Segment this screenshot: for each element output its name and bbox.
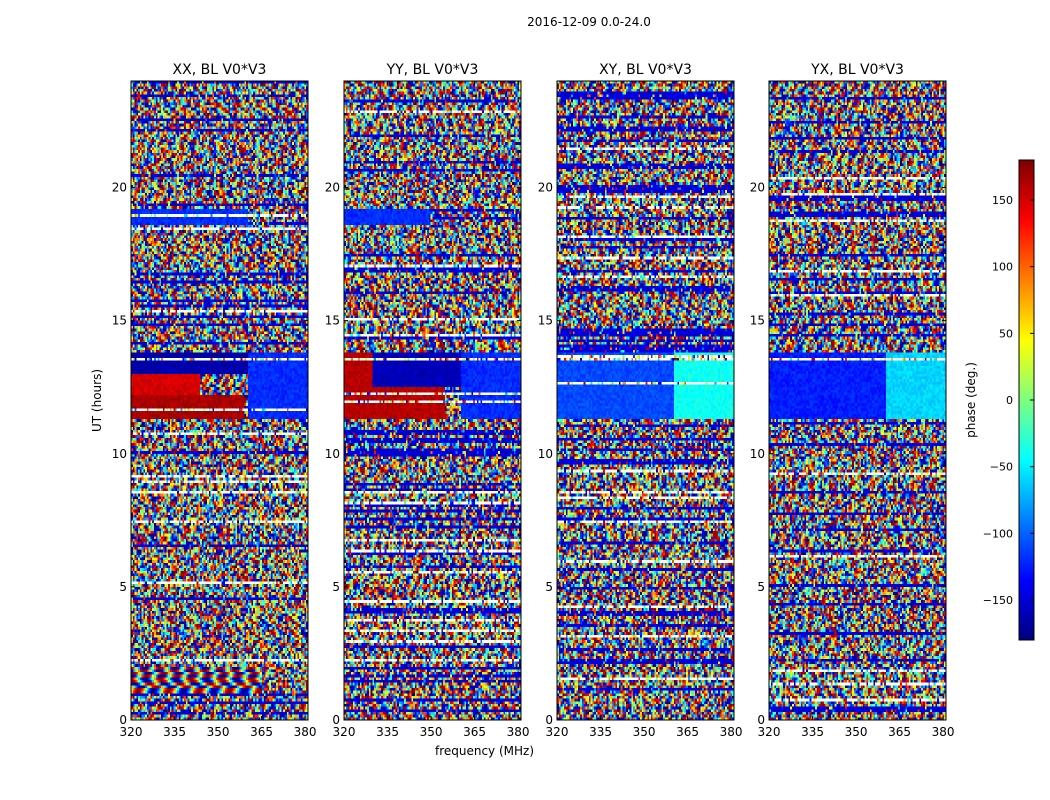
x-tick-label: 365 [676,725,699,739]
y-tick-label: 5 [119,580,127,594]
y-tick-label: 0 [545,713,553,727]
x-tick-label: 380 [507,725,530,739]
heatmap-image [557,81,734,720]
panel-title: XX, BL V0*V3 [173,62,267,78]
colorbar-tick-label: −50 [990,461,1013,474]
colorbar-tick-label: −100 [983,527,1013,540]
panel-3: XY, BL V0*V3 320 335 350 365 380 0 5 10 15 20 [538,62,743,739]
x-tick-label: 380 [720,725,743,739]
panel-2: YY, BL V0*V3 320 335 350 365 380 0 5 10 15 20 frequ… [325,62,534,758]
panel-title: XY, BL V0*V3 [599,62,692,78]
axes-frame [556,80,735,721]
y-tick-label: 0 [119,713,127,727]
y-tick-label: 20 [538,181,553,195]
y-tick-label: 15 [538,314,553,328]
figure-title: 2016-12-09 0.0-24.0 [527,15,651,29]
y-tick-label: 5 [332,580,340,594]
x-tick-label: 350 [633,725,656,739]
x-tick-label: 380 [932,725,955,739]
x-tick-label: 365 [888,725,911,739]
axes-frame [343,80,522,721]
x-tick-label: 365 [463,725,486,739]
y-tick-label: 10 [112,447,127,461]
colorbar-tick-label: 100 [992,261,1013,274]
x-tick-label: 320 [758,725,781,739]
y-tick-label: 20 [750,181,765,195]
x-tick-label: 365 [250,725,273,739]
panel-title: YY, BL V0*V3 [386,62,479,78]
panel-1: XX, BL V0*V3 320 335 350 365 380 0 5 10 15 20 UT (h… [90,62,317,739]
x-tick-label: 350 [845,725,868,739]
colorbar-tick-label: 50 [999,327,1013,340]
x-tick-label: 320 [546,725,569,739]
heatmap-image [344,81,521,720]
y-tick-label: 20 [112,181,127,195]
x-tick-label: 380 [294,725,317,739]
x-tick-label: 335 [163,725,186,739]
x-tick-label: 320 [120,725,143,739]
colorbar: −150 −100 −50 0 50 100 150 phase (deg.) [964,159,1035,641]
axes-frame [768,80,947,721]
y-tick-label: 5 [545,580,553,594]
y-axis-label: UT (hours) [90,369,104,432]
y-tick-label: 15 [112,314,127,328]
x-axis-label: frequency (MHz) [435,744,534,758]
axes-frame [130,80,309,721]
x-tick-label: 320 [333,725,356,739]
colorbar-tick-label: −150 [983,594,1013,607]
x-tick-label: 335 [801,725,824,739]
y-tick-label: 10 [538,447,553,461]
x-tick-label: 335 [376,725,399,739]
x-tick-label: 350 [420,725,443,739]
heatmap-image [769,81,946,720]
y-tick-label: 5 [757,580,765,594]
y-tick-label: 0 [757,713,765,727]
y-tick-label: 10 [325,447,340,461]
y-tick-label: 10 [750,447,765,461]
x-tick-label: 350 [207,725,230,739]
y-tick-label: 20 [325,181,340,195]
y-tick-label: 15 [325,314,340,328]
panel-4: YX, BL V0*V3 320 335 350 365 380 0 5 10 15 20 [750,62,955,739]
x-tick-label: 335 [589,725,612,739]
y-tick-label: 15 [750,314,765,328]
panel-title: YX, BL V0*V3 [810,62,904,78]
panels: XX, BL V0*V3 320 335 350 365 380 0 5 10 15 20 UT (h… [90,62,955,758]
y-tick-label: 0 [332,713,340,727]
colorbar-label: phase (deg.) [964,362,978,438]
heatmap-image [131,81,308,720]
colorbar-tick-label: 0 [1006,394,1013,407]
colorbar-tick-label: 150 [992,194,1013,207]
